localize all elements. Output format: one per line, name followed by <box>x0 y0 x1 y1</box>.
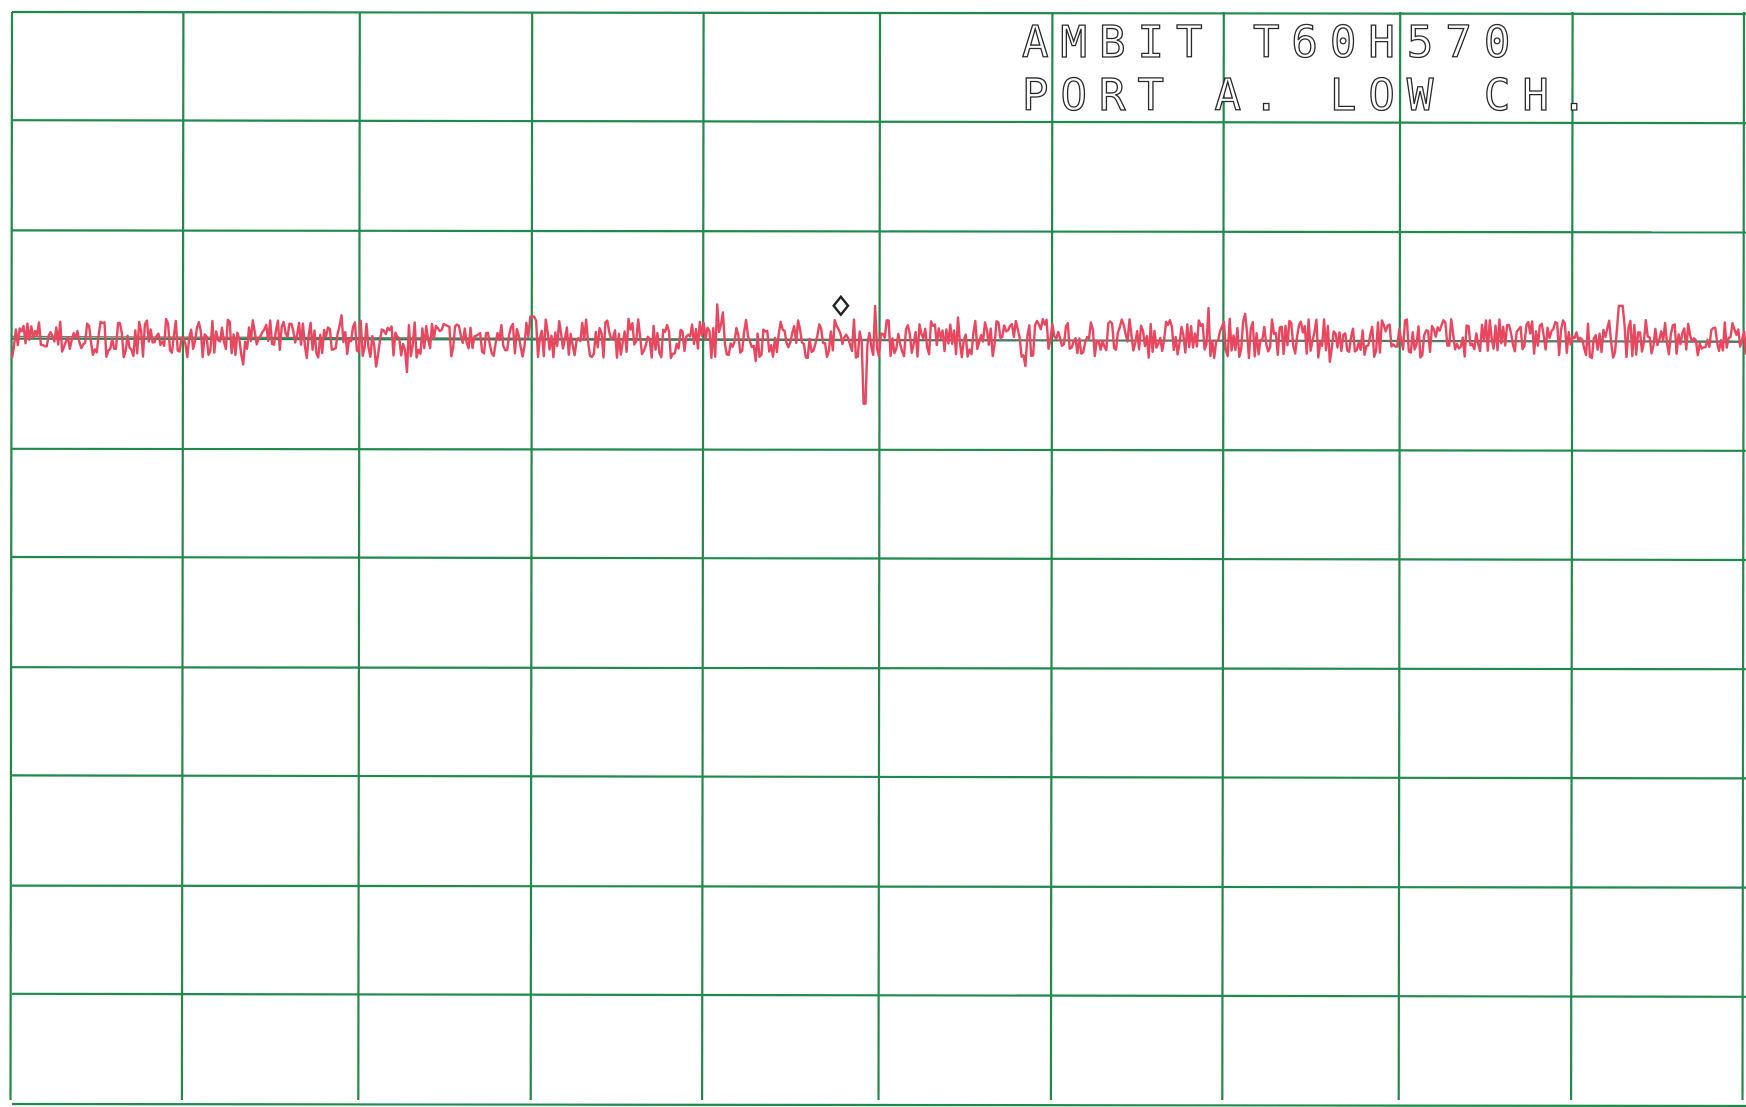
grid-vertical-line <box>1051 12 1053 1100</box>
grid-vertical-line <box>1399 12 1401 1100</box>
grid-horizontal-line <box>12 12 1746 14</box>
grid-vertical-line <box>11 12 13 1100</box>
grid-vertical-line <box>1222 12 1224 1100</box>
grid-vertical-line <box>879 12 881 1100</box>
grid-vertical-line <box>182 12 184 1100</box>
annotation-line-2: PORT A. LOW CH. <box>1022 70 1599 121</box>
grid-vertical-line <box>358 12 360 1100</box>
grid-vertical-line <box>531 12 533 1100</box>
grid-horizontal-line <box>12 994 1746 997</box>
grid-horizontal-line <box>12 1104 1746 1106</box>
grid-horizontal-line <box>12 449 1746 451</box>
grid-horizontal-line <box>12 557 1746 560</box>
grid <box>11 12 1746 1106</box>
annotation-line-1: AMBIT T60H570 <box>1022 17 1522 68</box>
grid-horizontal-line <box>12 230 1746 232</box>
grid-vertical-line <box>1571 12 1573 1100</box>
grid-horizontal-line <box>12 886 1746 888</box>
marker-diamond <box>834 297 848 315</box>
grid-vertical-line <box>1743 12 1745 1100</box>
grid-horizontal-line <box>12 667 1746 669</box>
grid-horizontal-line <box>12 775 1746 778</box>
grid-vertical-line <box>702 12 704 1100</box>
